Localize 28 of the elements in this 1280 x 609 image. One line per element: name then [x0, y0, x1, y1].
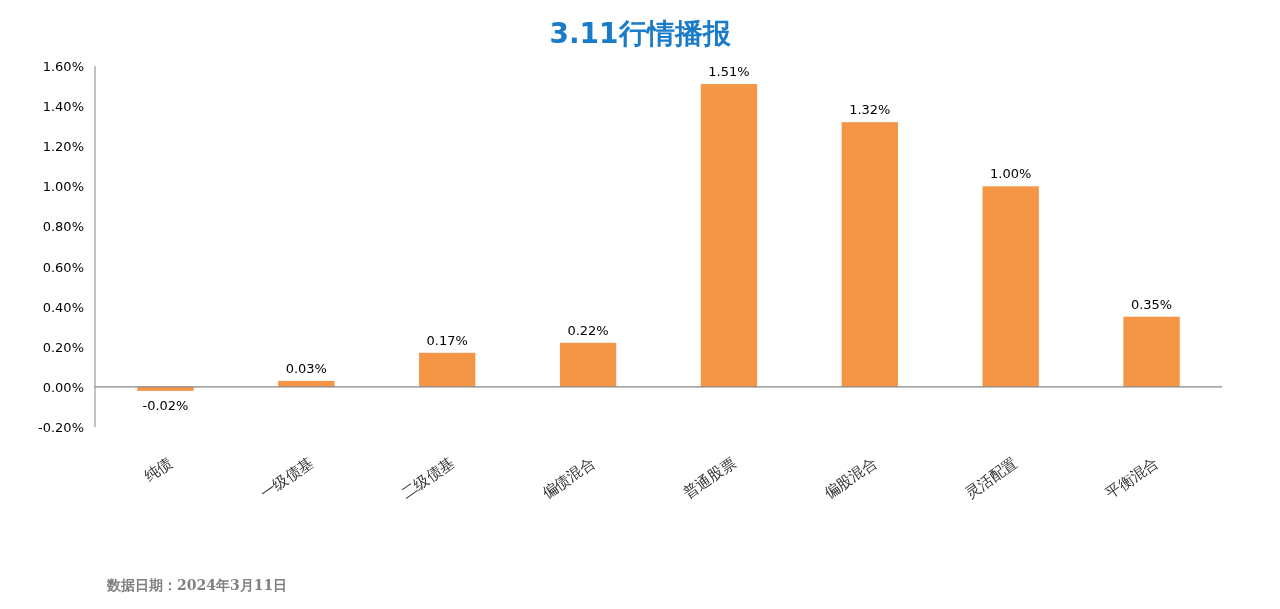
value-label: -0.02% — [142, 397, 189, 413]
xtick: 一级债基 — [257, 453, 317, 503]
value-label: 1.32% — [849, 102, 891, 118]
xtick: 纯债 — [140, 453, 176, 486]
value-label: 1.51% — [708, 64, 750, 80]
ytick: 1.00% — [42, 179, 84, 195]
xtick: 普通股票 — [679, 453, 740, 503]
ytick: 0.80% — [42, 219, 84, 235]
ytick: 0.40% — [42, 299, 84, 315]
ytick: 1.40% — [42, 99, 84, 115]
ytick: 0.20% — [42, 339, 84, 355]
annotation: 数据日期：2024年3月11日 — [107, 577, 288, 593]
ytick: -0.20% — [38, 420, 84, 435]
xtick: 灵活配置 — [961, 453, 1021, 503]
xtick: 偏股混合 — [820, 453, 881, 503]
value-label: 1.00% — [990, 166, 1032, 182]
xtick: 偏债混合 — [538, 453, 599, 503]
ytick: 1.20% — [42, 139, 84, 155]
title: 3.11行情播报 — [549, 17, 731, 50]
value-label: 0.03% — [285, 360, 327, 376]
xtick: 平衡混合 — [1102, 453, 1162, 503]
ytick: 0.00% — [42, 379, 84, 395]
ytick: 1.60% — [42, 59, 84, 74]
value-label: 0.17% — [426, 332, 468, 348]
ytick: 0.60% — [42, 259, 84, 275]
value-label: 0.35% — [1130, 296, 1173, 312]
value-label: 0.22% — [567, 322, 609, 338]
xtick: 二级债基 — [398, 453, 458, 503]
